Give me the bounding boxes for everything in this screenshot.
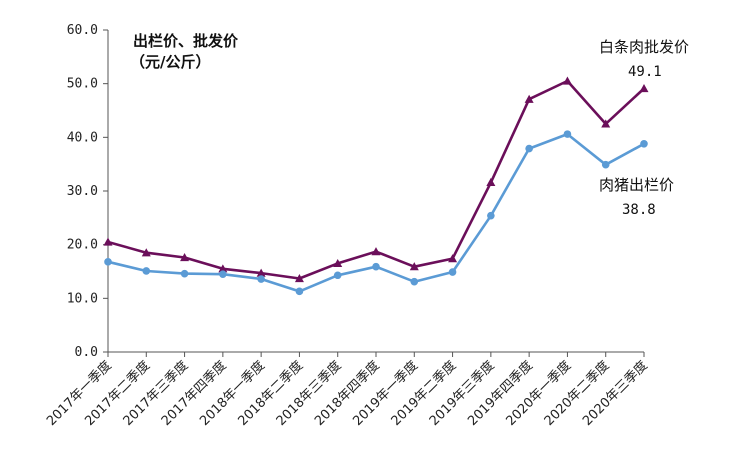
series-value-hog: 38.8 bbox=[622, 202, 656, 218]
point-marker-hog bbox=[640, 139, 648, 148]
x-tick-label: 2019年一季度 bbox=[350, 358, 421, 429]
point-marker-hog bbox=[448, 268, 457, 276]
point-marker-wholesale bbox=[333, 258, 343, 268]
point-marker-hog bbox=[257, 275, 265, 283]
point-marker-wholesale bbox=[218, 264, 228, 273]
point-marker-hog bbox=[525, 144, 533, 153]
y-tick-label: 50.0 bbox=[67, 77, 98, 92]
point-marker-hog bbox=[563, 130, 572, 138]
point-marker-wholesale bbox=[486, 177, 496, 187]
point-marker-hog bbox=[487, 211, 495, 220]
x-tick-label: 2017年四季度 bbox=[158, 358, 229, 429]
point-marker-wholesale bbox=[103, 237, 113, 246]
point-marker-hog bbox=[410, 277, 419, 286]
x-tick-label: 2019年二季度 bbox=[388, 358, 459, 429]
series-value-wholesale: 49.1 bbox=[628, 64, 662, 80]
point-marker-hog bbox=[372, 262, 380, 271]
point-marker-hog bbox=[333, 271, 342, 280]
series-markers bbox=[103, 76, 649, 296]
axes bbox=[103, 29, 645, 357]
x-tick-label: 2018年三季度 bbox=[273, 358, 344, 429]
y-tick-label: 0.0 bbox=[75, 345, 98, 360]
y-tick-label: 20.0 bbox=[67, 238, 98, 253]
y-axis-label: 出栏价、批发价 bbox=[133, 32, 239, 50]
x-tick-label: 2020年二季度 bbox=[541, 358, 612, 429]
x-tick-label: 2020年三季度 bbox=[579, 358, 650, 429]
x-tick-label: 2018年一季度 bbox=[196, 358, 267, 429]
point-marker-wholesale bbox=[448, 254, 458, 263]
point-marker-wholesale bbox=[294, 273, 304, 283]
point-marker-hog bbox=[601, 160, 610, 169]
y-axis-unit-label: （元/公斤） bbox=[130, 53, 210, 71]
x-tick-label: 2019年三季度 bbox=[426, 358, 497, 429]
point-marker-hog bbox=[104, 258, 112, 266]
x-tick-labels: 2017年一季度2017年二季度2017年三季度2017年四季度2018年一季度… bbox=[43, 358, 650, 429]
y-tick-label: 30.0 bbox=[67, 184, 98, 199]
x-tick-label: 2019年四季度 bbox=[464, 358, 535, 429]
y-tick-label: 40.0 bbox=[67, 130, 98, 145]
y-tick-label: 60.0 bbox=[67, 23, 98, 38]
point-marker-wholesale bbox=[601, 119, 611, 128]
point-marker-wholesale bbox=[180, 253, 190, 262]
y-tick-label: 10.0 bbox=[67, 291, 98, 306]
point-marker-hog bbox=[180, 269, 189, 278]
point-marker-hog bbox=[295, 287, 304, 296]
series-lines bbox=[107, 79, 645, 293]
point-marker-wholesale bbox=[524, 94, 534, 103]
point-marker-wholesale bbox=[562, 76, 572, 85]
x-tick-label: 2017年一季度 bbox=[43, 358, 114, 429]
point-marker-wholesale bbox=[256, 268, 266, 277]
point-marker-wholesale bbox=[409, 262, 419, 271]
point-marker-wholesale bbox=[639, 83, 649, 93]
series-label-hog: 肉猪出栏价 bbox=[599, 176, 674, 194]
x-tick-label: 2020年一季度 bbox=[503, 358, 574, 429]
point-marker-hog bbox=[142, 267, 151, 275]
x-tick-label: 2018年四季度 bbox=[311, 358, 382, 429]
point-marker-wholesale bbox=[371, 247, 381, 256]
x-tick-label: 2017年三季度 bbox=[120, 358, 191, 429]
x-tick-label: 2017年二季度 bbox=[82, 358, 153, 429]
point-marker-wholesale bbox=[141, 248, 151, 257]
x-tick-label: 2018年二季度 bbox=[235, 358, 306, 429]
point-marker-hog bbox=[219, 270, 227, 278]
series-label-wholesale: 白条肉批发价 bbox=[599, 38, 689, 56]
y-tick-labels: 0.0 10.0 20.0 30.0 40.0 50.0 60.0 bbox=[67, 23, 98, 360]
